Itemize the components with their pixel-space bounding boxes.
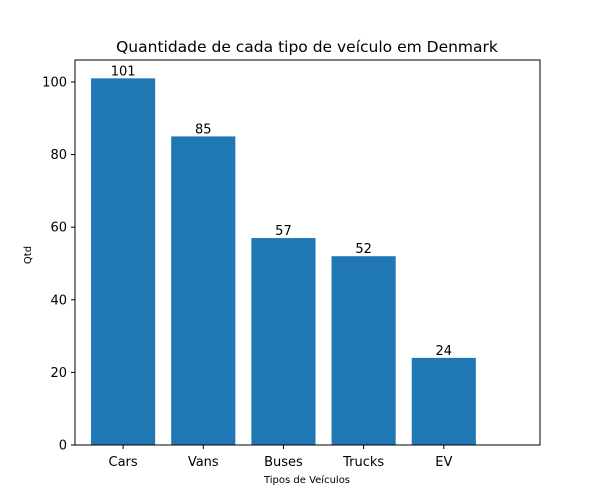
bar-value-label: 24 bbox=[436, 344, 453, 359]
plot-frame bbox=[74, 59, 541, 446]
bar-buses bbox=[251, 238, 316, 445]
bar-labels-layer: 101 85 57 52 24 bbox=[111, 64, 452, 359]
bar-value-label: 52 bbox=[355, 242, 372, 257]
bar-value-label: 57 bbox=[275, 224, 292, 239]
x-tick-label: Buses bbox=[264, 455, 303, 470]
bar-cars bbox=[91, 78, 156, 445]
bar-value-label: 85 bbox=[195, 122, 212, 137]
y-tick-label: 20 bbox=[50, 366, 67, 381]
y-axis-label: Qtd bbox=[23, 246, 34, 264]
x-tick-label: Trucks bbox=[342, 455, 384, 470]
bar-vans bbox=[171, 136, 236, 446]
y-tick-label: 40 bbox=[50, 293, 67, 308]
x-tick-label: Vans bbox=[188, 455, 219, 470]
chart-title: Quantidade de cada tipo de veículo em De… bbox=[116, 38, 498, 56]
x-axis-label: Tipos de Veículos bbox=[263, 474, 350, 486]
bar-ev bbox=[411, 357, 476, 445]
x-axis: Cars Vans Buses Trucks EV bbox=[109, 445, 452, 470]
bars-layer bbox=[91, 78, 476, 446]
y-axis: 0 20 40 60 80 100 bbox=[42, 75, 75, 454]
y-tick-label: 80 bbox=[50, 148, 67, 163]
x-tick-label: Cars bbox=[109, 455, 138, 470]
x-tick-label: EV bbox=[435, 455, 452, 470]
y-tick-label: 0 bbox=[59, 439, 67, 454]
y-tick-label: 100 bbox=[42, 75, 67, 90]
y-tick-label: 60 bbox=[50, 221, 67, 236]
bar-value-label: 101 bbox=[111, 64, 136, 79]
bar-trucks bbox=[331, 256, 396, 445]
